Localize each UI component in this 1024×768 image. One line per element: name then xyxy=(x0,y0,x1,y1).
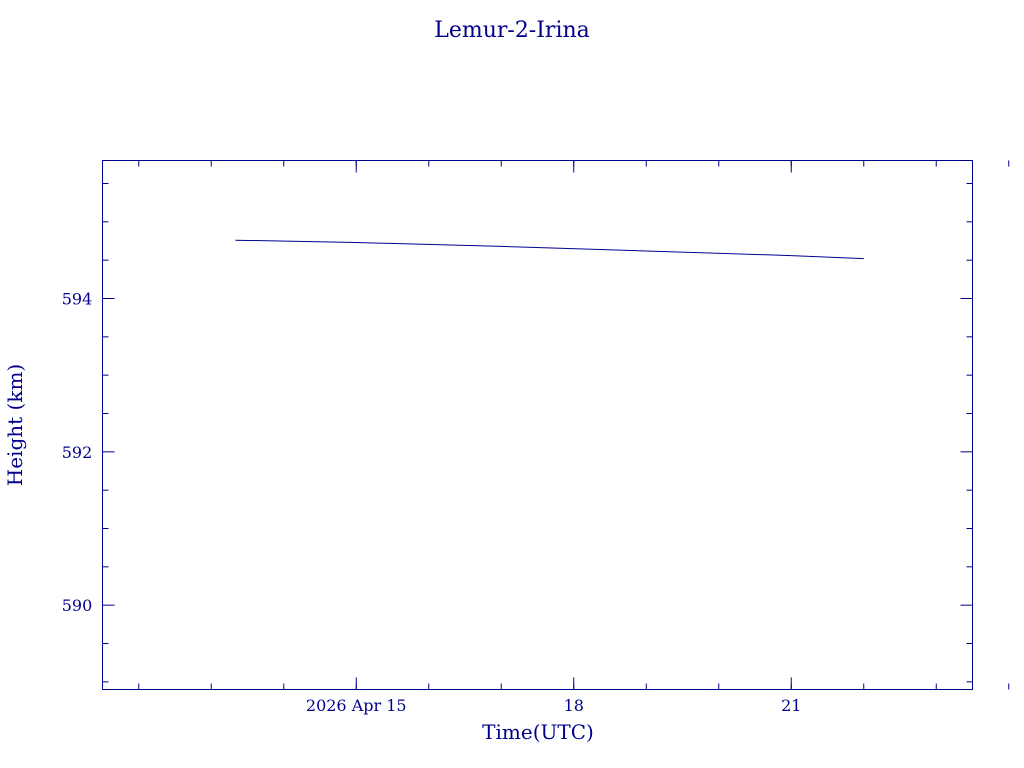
series-line xyxy=(235,239,864,260)
plot-frame xyxy=(102,160,973,690)
y-tick-label: 590 xyxy=(62,596,93,615)
y-axis-label: Height (km) xyxy=(3,364,27,486)
y-tick-label: 594 xyxy=(62,290,93,309)
x-axis-label: Time(UTC) xyxy=(482,720,594,744)
x-tick-label: 18 xyxy=(564,696,584,715)
y-tick-label: 592 xyxy=(62,443,93,462)
chart-title: Lemur-2-Irina xyxy=(434,18,590,43)
x-tick-label: 2026 Apr 15 xyxy=(306,696,407,715)
tick-labels: 2026 Apr 15 18 21 590 592 594 xyxy=(62,290,802,716)
x-tick-label: 21 xyxy=(781,696,801,715)
series-group xyxy=(235,239,864,260)
axis-ticks xyxy=(102,160,1010,690)
